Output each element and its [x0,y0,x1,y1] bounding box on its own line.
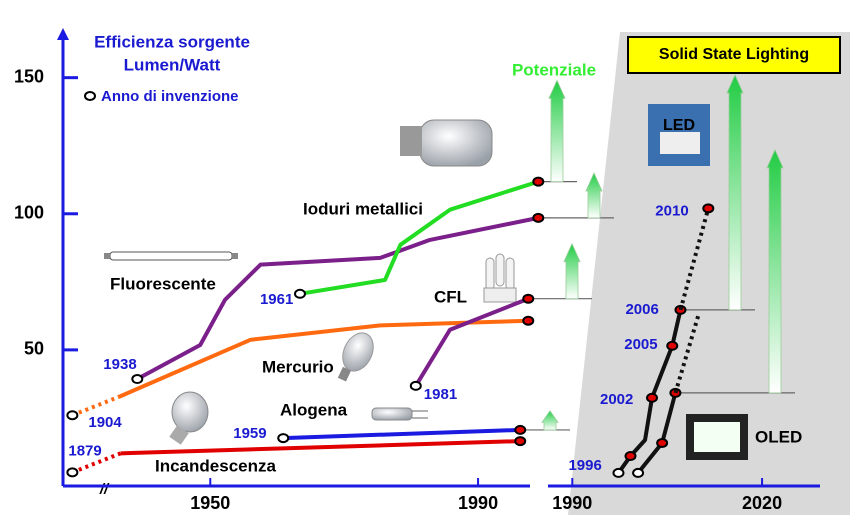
y-tick-label: 100 [14,203,44,223]
ssl-background [568,32,850,515]
series-name: Ioduri metallici [303,199,423,218]
year-label: 2005 [624,336,657,353]
x-tick-label: 1950 [190,493,230,513]
point-marker [632,467,645,478]
potential-arrow [726,73,744,311]
point-marker [409,380,422,391]
point-marker [656,437,669,448]
mercury-lamp-icon [337,332,374,382]
series-name: Alogena [280,400,348,419]
potential-arrow [548,79,566,183]
y-title: Efficienza sorgente [94,32,250,51]
point-marker [666,340,679,351]
potential-arrow [541,410,559,431]
point-marker [612,467,625,478]
point-marker [532,212,545,223]
point-marker [514,424,527,435]
point-marker [131,374,144,385]
legend-marker [84,91,96,101]
potential-label: Potenziale [512,60,596,79]
series-name: Mercurio [262,357,334,376]
oled-label: OLED [755,427,802,446]
cfl-icon [483,253,517,303]
legend-label: Anno di invenzione [101,88,239,105]
year-label: 1879 [68,442,101,459]
point-marker [702,203,715,214]
ssl-title: Solid State Lighting [659,46,809,63]
halogen-icon [371,407,428,421]
series-line [71,395,120,418]
series-line [299,179,539,296]
series-line [120,439,521,456]
year-label: 2006 [625,301,658,318]
series-line [117,318,529,399]
led-icon [648,104,710,166]
potential-arrow [563,242,581,300]
point-marker [277,433,290,444]
series-line [414,296,530,387]
year-label: 1961 [260,291,293,308]
y-title: Lumen/Watt [124,55,221,74]
point-marker [293,288,306,299]
series-name: CFL [434,287,467,306]
axis-break: // [99,481,110,498]
x-tick-label: 1990 [552,493,592,513]
ssl-box [627,36,841,74]
point-marker [522,315,535,326]
year-label: 1904 [88,414,122,431]
year-label: 2002 [600,391,633,408]
point-marker [514,436,527,447]
y-axis-arrow [57,28,69,40]
series-name: Fluorescente [110,274,216,293]
series-line [283,427,521,441]
series-name: Incandescenza [155,456,276,475]
y-tick-label: 50 [24,339,44,359]
point-marker [522,293,535,304]
y-tick-label: 150 [14,66,44,86]
potential-arrow [585,171,603,219]
fluorescent-tube-icon [104,251,238,261]
year-label: 1959 [233,425,266,442]
year-label: 2010 [655,202,688,219]
year-label: 1938 [103,356,136,373]
series-line [71,451,122,475]
oled-icon [686,414,748,460]
year-label: 1981 [424,386,457,403]
point-marker [66,467,79,478]
x-tick-label: 2020 [742,493,782,513]
metal-halide-icon [400,119,493,167]
series-line [136,215,539,381]
year-label: 1996 [568,457,601,474]
led-label: LED [663,117,695,134]
point-marker [532,176,545,187]
point-marker [624,451,637,462]
point-marker [66,410,79,421]
x-tick-label: 1990 [458,493,498,513]
bulb-icon [169,391,209,445]
point-marker [646,392,659,403]
potential-arrow [766,148,784,394]
